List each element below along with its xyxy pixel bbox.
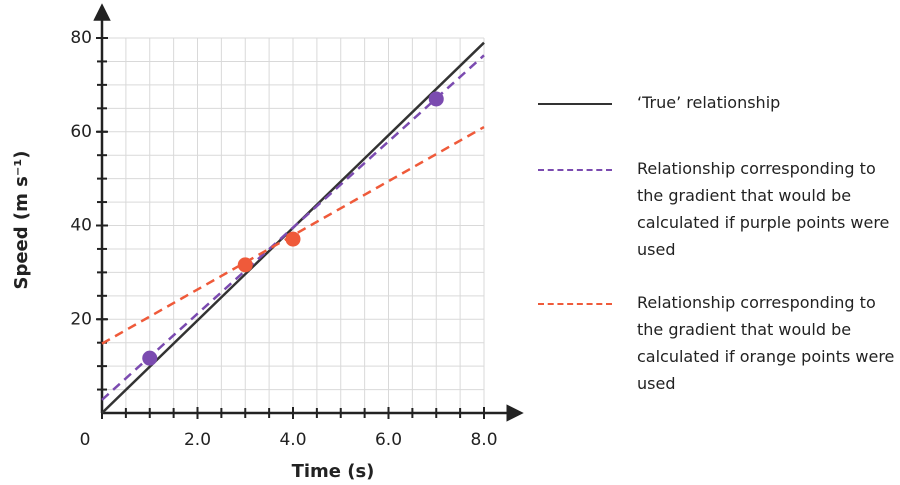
legend-label: Relationship corresponding to the gradie… xyxy=(637,159,890,259)
line xyxy=(101,54,485,401)
x-axis-label: Time (s) xyxy=(292,461,375,482)
x-tick-label: 0 xyxy=(80,430,91,450)
y-tick-label: 80 xyxy=(70,28,92,48)
lines xyxy=(101,41,485,414)
point xyxy=(237,257,253,273)
grid xyxy=(102,37,485,413)
point xyxy=(428,91,444,107)
y-tick-label: 60 xyxy=(70,122,92,142)
y-tick-label: 20 xyxy=(70,309,92,329)
x-tick-label: 6.0 xyxy=(375,430,402,450)
legend-swatch xyxy=(538,169,612,171)
point xyxy=(142,350,158,366)
y-axis-label: Speed (m s⁻¹) xyxy=(11,151,32,290)
x-tick-label: 4.0 xyxy=(279,430,306,450)
points xyxy=(142,91,444,366)
legend-swatch xyxy=(538,303,612,305)
ticks xyxy=(96,37,485,419)
legend-swatch xyxy=(538,103,612,105)
x-tick-label: 8.0 xyxy=(470,430,497,450)
point xyxy=(285,231,301,247)
y-tick-label: 40 xyxy=(70,216,92,236)
legend-label: Relationship corresponding to the gradie… xyxy=(637,293,895,393)
line xyxy=(101,125,485,345)
x-tick-label: 2.0 xyxy=(184,430,211,450)
legend-label: ‘True’ relationship xyxy=(637,93,781,112)
